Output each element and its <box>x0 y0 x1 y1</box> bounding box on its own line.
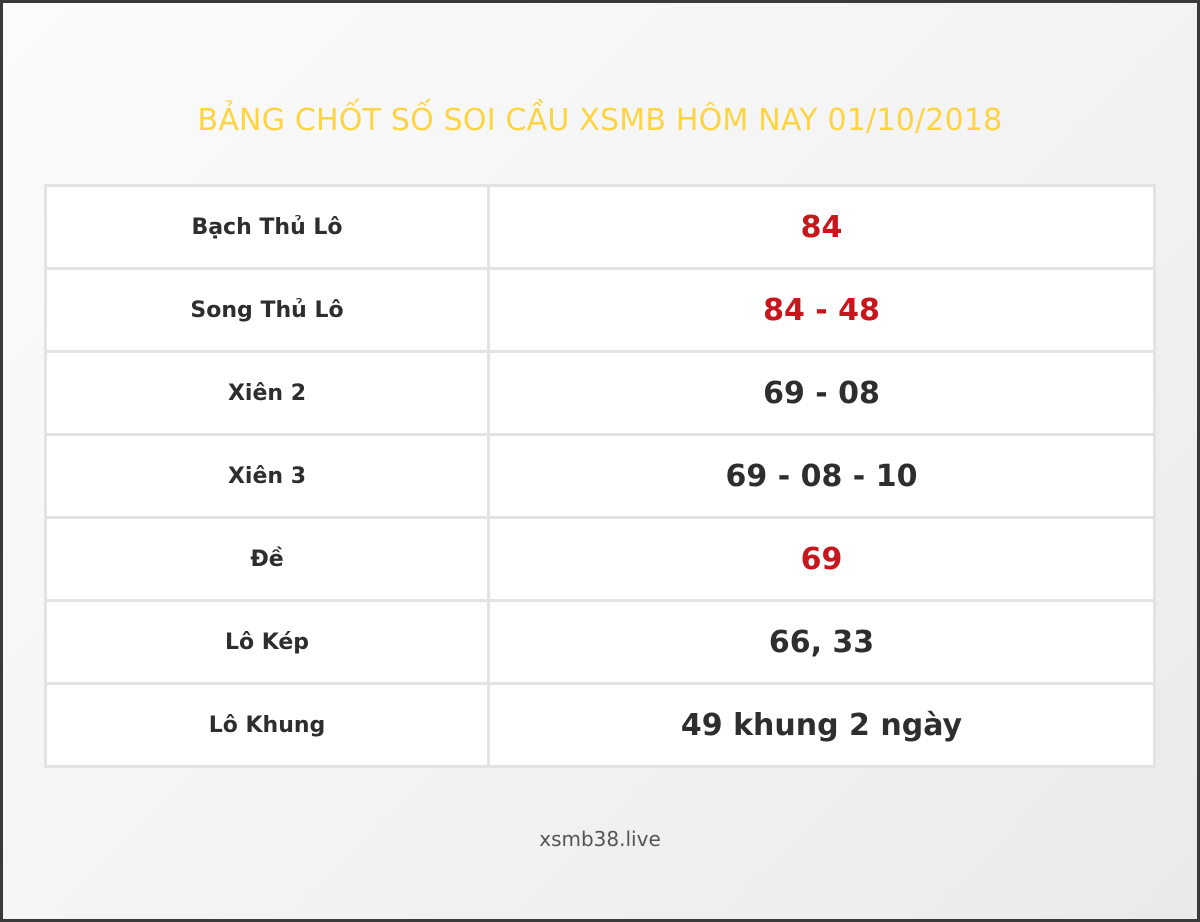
row-label: Song Thủ Lô <box>44 267 490 353</box>
row-label: Đề <box>44 516 490 602</box>
site-watermark: xsmb38.live <box>539 827 661 851</box>
row-label: Bạch Thủ Lô <box>44 184 490 270</box>
prediction-table: Bạch Thủ Lô 84 Song Thủ Lô 84 - 48 Xiên 2 69 … <box>44 184 1156 768</box>
row-label: Xiên 2 <box>44 350 490 436</box>
row-value: 69 <box>487 516 1156 602</box>
table-row: Song Thủ Lô 84 - 48 <box>44 267 1156 353</box>
table-row: Lô Kép 66, 33 <box>44 599 1156 685</box>
row-value: 84 - 48 <box>487 267 1156 353</box>
page-title: BẢNG CHỐT SỐ SOI CẦU XSMB HÔM NAY 01/10/… <box>197 103 1003 138</box>
row-label: Lô Khung <box>44 682 490 768</box>
table-row: Xiên 2 69 - 08 <box>44 350 1156 436</box>
row-label: Xiên 3 <box>44 433 490 519</box>
row-value: 49 khung 2 ngày <box>487 682 1156 768</box>
table-row: Lô Khung 49 khung 2 ngày <box>44 682 1156 768</box>
row-value: 66, 33 <box>487 599 1156 685</box>
row-value: 69 - 08 - 10 <box>487 433 1156 519</box>
table-row: Xiên 3 69 - 08 - 10 <box>44 433 1156 519</box>
row-label: Lô Kép <box>44 599 490 685</box>
row-value: 69 - 08 <box>487 350 1156 436</box>
table-row: Đề 69 <box>44 516 1156 602</box>
row-value: 84 <box>487 184 1156 270</box>
table-row: Bạch Thủ Lô 84 <box>44 184 1156 270</box>
